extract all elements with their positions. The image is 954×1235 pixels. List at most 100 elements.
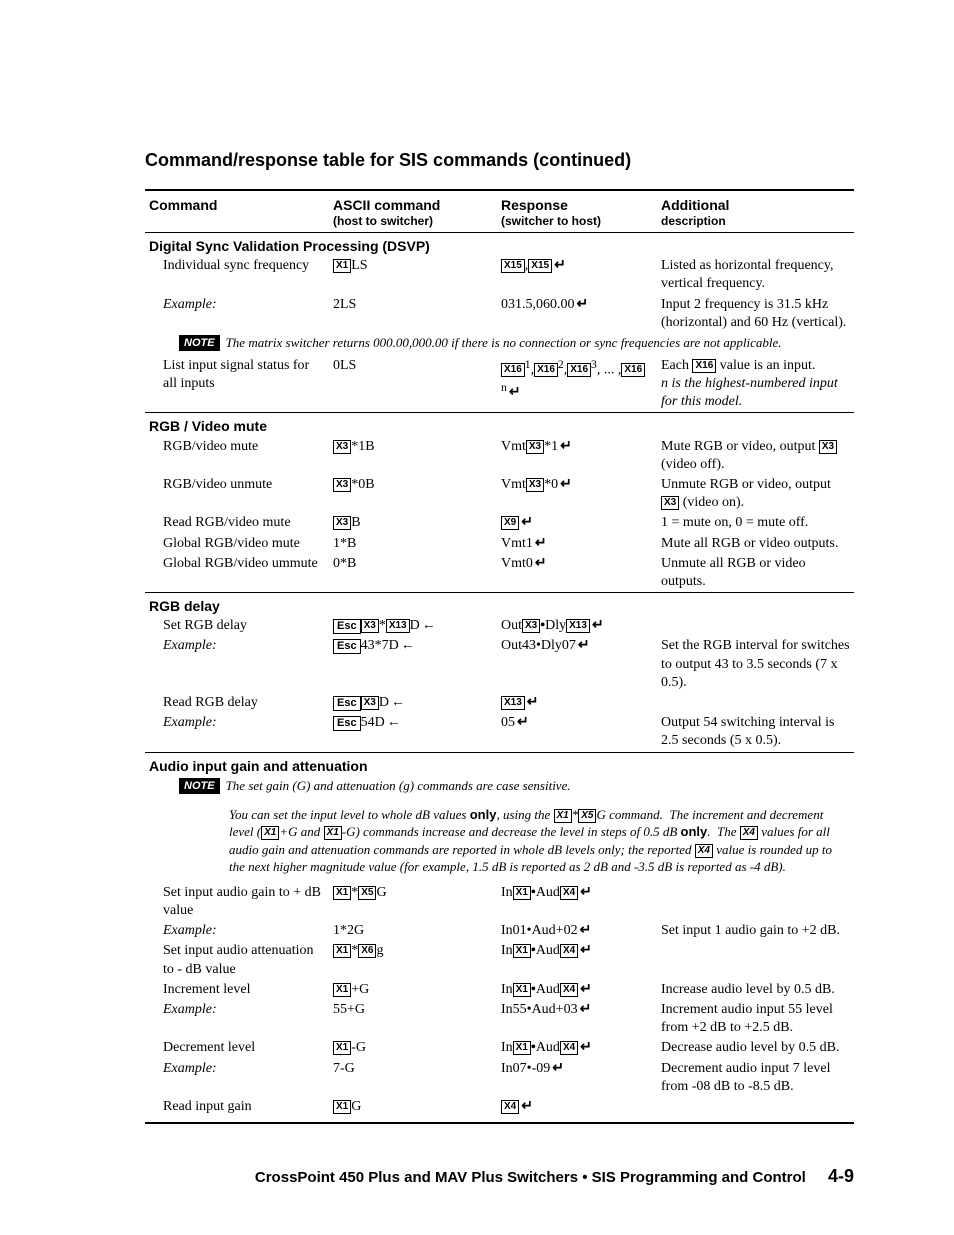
ascii-cell: 1*2G: [329, 921, 497, 941]
resp-cell: X4: [497, 1097, 657, 1123]
note-paragraph-row: You can set the input level to whole dB …: [145, 799, 854, 883]
cmd-label: RGB/video mute: [145, 437, 329, 475]
desc-cell: Output 54 switching interval is 2.5 seco…: [657, 713, 854, 752]
cmd-label: Example:: [145, 1000, 329, 1038]
cmd-label: Read input gain: [145, 1097, 329, 1123]
ascii-cell: X1+G: [329, 980, 497, 1000]
cmd-label: Decrement level: [145, 1038, 329, 1058]
resp-cell: VmtX3*1: [497, 437, 657, 475]
ascii-cell: X1*X6g: [329, 941, 497, 979]
cmd-label: Individual sync frequency: [145, 256, 329, 294]
desc-cell: Input 2 frequency is 31.5 kHz (horizonta…: [657, 295, 854, 333]
cmd-label: RGB/video unmute: [145, 475, 329, 513]
desc-cell: [657, 941, 854, 979]
page-number: 4-9: [828, 1166, 854, 1186]
ascii-cell: 1*B: [329, 534, 497, 554]
section-rgbdelay: RGB delay: [145, 593, 854, 617]
page-title: Command/response table for SIS commands …: [145, 150, 854, 171]
ascii-cell: 0LS: [329, 356, 497, 413]
desc-cell: [657, 693, 854, 713]
ascii-cell: Esc54D: [329, 713, 497, 752]
cmd-label: List input signal status for all inputs: [145, 356, 329, 413]
cmd-label: Read RGB/video mute: [145, 513, 329, 533]
cmd-label: Example:: [145, 1059, 329, 1097]
desc-cell: Listed as horizontal frequency, vertical…: [657, 256, 854, 294]
th-ascii: ASCII command(host to switcher): [329, 190, 497, 233]
th-description: Additionaldescription: [657, 190, 854, 233]
cmd-label: Example:: [145, 921, 329, 941]
desc-cell: Increase audio level by 0.5 dB.: [657, 980, 854, 1000]
cmd-label: Set input audio gain to + dB value: [145, 883, 329, 921]
resp-cell: In55•Aud+03: [497, 1000, 657, 1038]
cmd-label: Set input audio attenuation to - dB valu…: [145, 941, 329, 979]
table-row: Read input gain X1G X4: [145, 1097, 854, 1123]
resp-cell: InX1•AudX4: [497, 1038, 657, 1058]
resp-cell: InX1•AudX4: [497, 883, 657, 921]
table-row: Set input audio gain to + dB value X1*X5…: [145, 883, 854, 921]
table-row: Set RGB delay EscX3*X13D OutX3•DlyX13: [145, 616, 854, 636]
resp-cell: Vmt0: [497, 554, 657, 593]
resp-cell: In01•Aud+02: [497, 921, 657, 941]
ascii-cell: 0*B: [329, 554, 497, 593]
table-row: Example: 2LS 031.5,060.00 Input 2 freque…: [145, 295, 854, 333]
ascii-cell: X1-G: [329, 1038, 497, 1058]
desc-cell: Unmute all RGB or video outputs.: [657, 554, 854, 593]
ascii-cell: 7-G: [329, 1059, 497, 1097]
table-row: RGB/video unmute X3*0B VmtX3*0 Unmute RG…: [145, 475, 854, 513]
note-paragraph: You can set the input level to whole dB …: [229, 806, 850, 876]
cmd-label: Increment level: [145, 980, 329, 1000]
cmd-label: Read RGB delay: [145, 693, 329, 713]
table-row: List input signal status for all inputs …: [145, 356, 854, 413]
ascii-cell: 55+G: [329, 1000, 497, 1038]
resp-cell: X161,X162,X163, ... ,X16n: [497, 356, 657, 413]
desc-cell: [657, 1097, 854, 1123]
resp-cell: InX1•AudX4: [497, 941, 657, 979]
table-row: Set input audio attenuation to - dB valu…: [145, 941, 854, 979]
table-row: Read RGB delay EscX3D X13: [145, 693, 854, 713]
desc-cell: [657, 883, 854, 921]
desc-cell: Set input 1 audio gain to +2 dB.: [657, 921, 854, 941]
cmd-label: Example:: [145, 636, 329, 693]
table-row: Read RGB/video mute X3B X9 1 = mute on, …: [145, 513, 854, 533]
desc-cell: Mute RGB or video, output X3 (video off)…: [657, 437, 854, 475]
desc-cell: [657, 616, 854, 636]
table-row: Individual sync frequency X1LS X15,X15 L…: [145, 256, 854, 294]
desc-cell: 1 = mute on, 0 = mute off.: [657, 513, 854, 533]
note-row: NOTEThe matrix switcher returns 000.00,0…: [145, 333, 854, 356]
table-row: Example: Esc43*7D Out43•Dly07 Set the RG…: [145, 636, 854, 693]
resp-cell: X13: [497, 693, 657, 713]
table-row: Example: 55+G In55•Aud+03 Increment audi…: [145, 1000, 854, 1038]
resp-cell: Out43•Dly07: [497, 636, 657, 693]
desc-cell: Increment audio input 55 level from +2 d…: [657, 1000, 854, 1038]
cmd-label: Example:: [145, 295, 329, 333]
cmd-label: Set RGB delay: [145, 616, 329, 636]
table-row: Global RGB/video mute 1*B Vmt1 Mute all …: [145, 534, 854, 554]
ascii-cell: X1G: [329, 1097, 497, 1123]
ascii-cell: X3B: [329, 513, 497, 533]
ascii-cell: 2LS: [329, 295, 497, 333]
table-row: RGB/video mute X3*1B VmtX3*1 Mute RGB or…: [145, 437, 854, 475]
cmd-label: Global RGB/video mute: [145, 534, 329, 554]
table-row: Example: 7-G In07•-09 Decrement audio in…: [145, 1059, 854, 1097]
resp-cell: X15,X15: [497, 256, 657, 294]
table-row: Example: Esc54D 05 Output 54 switching i…: [145, 713, 854, 752]
ascii-cell: EscX3*X13D: [329, 616, 497, 636]
resp-cell: 031.5,060.00: [497, 295, 657, 333]
th-command: Command: [145, 190, 329, 233]
footer-text: CrossPoint 450 Plus and MAV Plus Switche…: [255, 1169, 806, 1186]
resp-cell: Vmt1: [497, 534, 657, 554]
resp-cell: OutX3•DlyX13: [497, 616, 657, 636]
desc-cell: Decrement audio input 7 level from -08 d…: [657, 1059, 854, 1097]
page-footer: CrossPoint 450 Plus and MAV Plus Switche…: [145, 1166, 854, 1187]
ascii-cell: X3*0B: [329, 475, 497, 513]
resp-cell: In07•-09: [497, 1059, 657, 1097]
table-row: Example: 1*2G In01•Aud+02 Set input 1 au…: [145, 921, 854, 941]
note-row: NOTEThe set gain (G) and attenuation (g)…: [145, 776, 854, 799]
section-dsvp: Digital Sync Validation Processing (DSVP…: [145, 233, 854, 257]
table-row: Global RGB/video ummute 0*B Vmt0 Unmute …: [145, 554, 854, 593]
ascii-cell: X1*X5G: [329, 883, 497, 921]
ascii-cell: Esc43*7D: [329, 636, 497, 693]
table-header-row: Command ASCII command(host to switcher) …: [145, 190, 854, 233]
th-response: Response(switcher to host): [497, 190, 657, 233]
section-rgbmute: RGB / Video mute: [145, 413, 854, 437]
